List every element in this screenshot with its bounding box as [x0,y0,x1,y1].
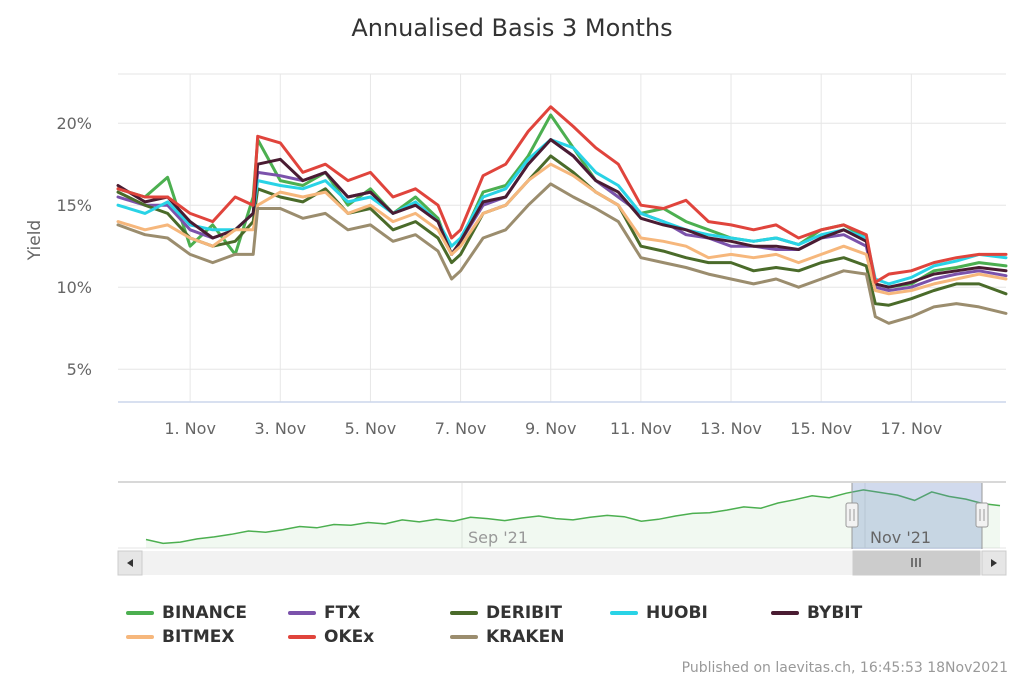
x-tick-label: 13. Nov [700,419,762,438]
legend-item-huobi[interactable]: HUOBI [610,602,708,624]
series-line-bitmex[interactable] [116,162,1008,296]
legend-swatch [450,635,478,639]
x-tick-label: 7. Nov [435,419,487,438]
legend-item-bitmex[interactable]: BITMEX [126,626,235,648]
navigator-handle-left[interactable] [845,502,859,528]
arrow-left-icon [127,559,133,567]
navigator-label-sep: Sep '21 [468,528,528,547]
axis-layer: 5% 10% 15% 20% 1. Nov 3. Nov 5. Nov 7. Nov 9. No… [56,114,1006,438]
scroll-right-button[interactable] [981,550,1007,576]
x-tick-label: 11. Nov [610,419,672,438]
legend-item-okex[interactable]: OKEx [288,626,374,648]
legend-label: BYBIT [807,603,863,623]
legend-item-ftx[interactable]: FTX [288,602,360,624]
y-tick-label: 15% [56,196,92,215]
y-tick-label: 20% [56,114,92,133]
series-line-kraken[interactable] [116,182,1008,325]
grid-layer [118,73,1006,402]
x-tick-label: 17. Nov [880,419,942,438]
x-tick-label: 1. Nov [164,419,216,438]
navigator-mask[interactable] [852,483,982,549]
y-axis-label: Yield [25,220,45,261]
legend-swatch [288,635,316,639]
legend-swatch [288,611,316,615]
legend-label: KRAKEN [486,627,565,647]
legend-label: BINANCE [162,603,247,623]
legend-label: HUOBI [646,603,708,623]
legend-label: FTX [324,603,361,623]
scroll-left-button[interactable] [117,550,143,576]
legend-item-deribit[interactable]: DERIBIT [450,602,562,624]
legend-item-bybit[interactable]: BYBIT [771,602,862,624]
navigator-handle-right[interactable] [975,502,989,528]
navigator-label-nov: Nov '21 [870,528,931,547]
x-tick-label: 3. Nov [254,419,306,438]
legend-label: OKEx [324,627,375,647]
legend-swatch [450,611,478,615]
legend: BINANCE FTX DERIBIT HUOBI BYBIT BITMEX O… [0,600,1024,652]
arrow-right-icon [991,559,997,567]
navigator-line [145,489,1001,545]
series-layer[interactable] [116,105,1008,325]
legend-item-binance[interactable]: BINANCE [126,602,247,624]
x-tick-label: 15. Nov [790,419,852,438]
x-tick-label: 9. Nov [525,419,577,438]
x-tick-label: 5. Nov [345,419,397,438]
y-tick-label: 5% [67,360,92,379]
chart-title: Annualised Basis 3 Months [351,14,672,42]
legend-swatch [771,611,799,615]
scrollbar-grip-icon [911,558,921,567]
legend-label: DERIBIT [486,603,563,623]
legend-swatch [126,611,154,615]
navigator[interactable]: Sep '21 Nov '21 [118,481,1006,549]
legend-label: BITMEX [162,627,235,647]
y-tick-label: 10% [56,278,92,297]
credit-text: Published on laevitas.ch, 16:45:53 18Nov… [681,660,1008,676]
main-chart: Annualised Basis 3 Months 5% 10% 15% 20% 1. … [25,14,1008,576]
scrollbar[interactable] [117,550,1007,576]
legend-swatch [610,611,638,615]
series-line-okex[interactable] [116,105,1008,284]
legend-swatch [126,635,154,639]
legend-item-kraken[interactable]: KRAKEN [450,626,564,648]
navigator-area [146,489,1000,548]
